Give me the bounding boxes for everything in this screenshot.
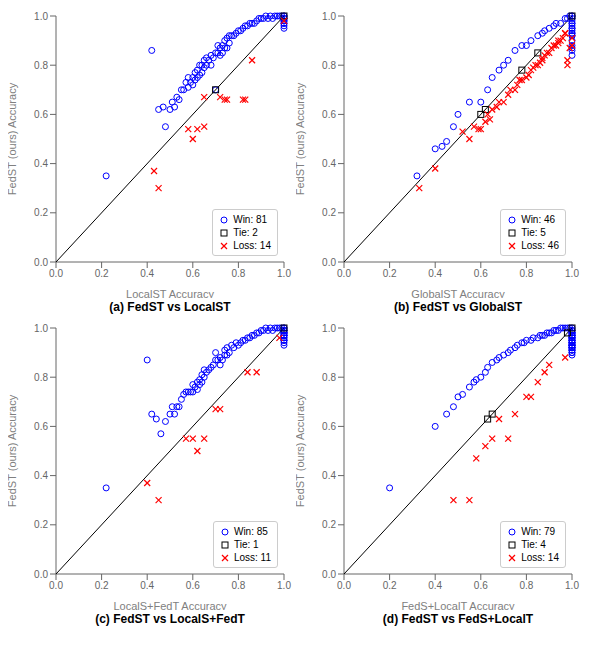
svg-text:0.4: 0.4	[322, 158, 336, 169]
svg-text:0.4: 0.4	[428, 268, 442, 279]
svg-text:0.0: 0.0	[49, 580, 63, 591]
svg-text:0.2: 0.2	[383, 580, 397, 591]
html-text:(c) FedST vs LocalS+FedT: (c) FedST vs LocalS+FedT	[95, 612, 245, 626]
svg-text:0.6: 0.6	[322, 421, 336, 432]
svg-text:0.4: 0.4	[34, 470, 48, 481]
svg-text:FedST (ours) Accuracy: FedST (ours) Accuracy	[296, 82, 306, 195]
svg-text:0.6: 0.6	[474, 268, 488, 279]
svg-text:1.0: 1.0	[34, 11, 48, 22]
html-text:Loss: 46: Loss: 46	[521, 240, 559, 251]
svg-text:0.0: 0.0	[337, 268, 351, 279]
html-text:Win: 81: Win: 81	[233, 214, 268, 225]
html-text:Tie: 1: Tie: 1	[233, 539, 259, 550]
html-text:Loss: 11: Loss: 11	[233, 552, 271, 563]
svg-text:0.4: 0.4	[140, 268, 154, 279]
svg-text:FedST (ours) Accuracy: FedST (ours) Accuracy	[8, 394, 18, 507]
svg-text:1.0: 1.0	[565, 268, 579, 279]
svg-text:1.0: 1.0	[322, 11, 336, 22]
svg-text:0.6: 0.6	[34, 109, 48, 120]
html-text:Tie: 2: Tie: 2	[233, 227, 258, 238]
svg-text:0.8: 0.8	[34, 372, 48, 383]
svg-text:0.2: 0.2	[322, 207, 336, 218]
svg-text:1.0: 1.0	[34, 323, 48, 334]
svg-text:0.8: 0.8	[519, 580, 533, 591]
svg-text:0.8: 0.8	[231, 580, 245, 591]
svg-text:0.2: 0.2	[383, 268, 397, 279]
html-text:Tie: 4: Tie: 4	[521, 539, 546, 550]
svg-text:0.4: 0.4	[322, 470, 336, 481]
svg-text:0.6: 0.6	[322, 109, 336, 120]
html-text:Win: 85: Win: 85	[233, 526, 268, 537]
svg-text:1.0: 1.0	[565, 580, 579, 591]
svg-text:GlobalST Accuracy: GlobalST Accuracy	[411, 288, 505, 298]
svg-text:0.0: 0.0	[337, 580, 351, 591]
html-text:Loss: 14: Loss: 14	[233, 240, 271, 251]
svg-text:FedS+LocalT Accuracy: FedS+LocalT Accuracy	[401, 600, 515, 610]
svg-text:FedST (ours) Accuracy: FedST (ours) Accuracy	[8, 82, 18, 195]
svg-text:0.0: 0.0	[322, 257, 336, 268]
svg-text:LocalS+FedT Accuracy: LocalS+FedT Accuracy	[113, 600, 227, 610]
svg-text:0.8: 0.8	[34, 60, 48, 71]
svg-text:LocalST Accuracy: LocalST Accuracy	[126, 288, 214, 298]
svg-text:0.6: 0.6	[474, 580, 488, 591]
svg-text:1.0: 1.0	[277, 580, 291, 591]
svg-text:0.0: 0.0	[322, 569, 336, 580]
html-text:Win: 46: Win: 46	[521, 214, 556, 225]
svg-text:0.4: 0.4	[34, 158, 48, 169]
svg-text:1.0: 1.0	[277, 268, 291, 279]
svg-text:0.2: 0.2	[34, 207, 48, 218]
html-text:(d) FedST vs FedS+LocalT: (d) FedST vs FedS+LocalT	[382, 612, 534, 626]
html-text:(b) FedST vs GlobalST: (b) FedST vs GlobalST	[394, 300, 522, 314]
svg-text:0.0: 0.0	[34, 257, 48, 268]
svg-text:0.4: 0.4	[140, 580, 154, 591]
svg-text:1.0: 1.0	[322, 323, 336, 334]
svg-text:0.6: 0.6	[186, 268, 200, 279]
svg-text:0.2: 0.2	[34, 519, 48, 530]
svg-text:0.4: 0.4	[428, 580, 442, 591]
svg-text:0.8: 0.8	[231, 268, 245, 279]
svg-text:0.6: 0.6	[186, 580, 200, 591]
svg-text:0.8: 0.8	[322, 372, 336, 383]
svg-text:0.6: 0.6	[34, 421, 48, 432]
html-text:Loss: 14: Loss: 14	[521, 552, 559, 563]
svg-text:FedST (ours) Accuracy: FedST (ours) Accuracy	[296, 394, 306, 507]
html-text:(a) FedST vs LocalST: (a) FedST vs LocalST	[109, 300, 231, 314]
html-text:Win: 79: Win: 79	[521, 526, 556, 537]
svg-text:0.2: 0.2	[95, 580, 109, 591]
svg-text:0.8: 0.8	[322, 60, 336, 71]
html-text:Tie: 5: Tie: 5	[521, 227, 546, 238]
svg-text:0.8: 0.8	[519, 268, 533, 279]
svg-text:0.0: 0.0	[49, 268, 63, 279]
svg-text:0.2: 0.2	[322, 519, 336, 530]
svg-text:0.0: 0.0	[34, 569, 48, 580]
svg-text:0.2: 0.2	[95, 268, 109, 279]
